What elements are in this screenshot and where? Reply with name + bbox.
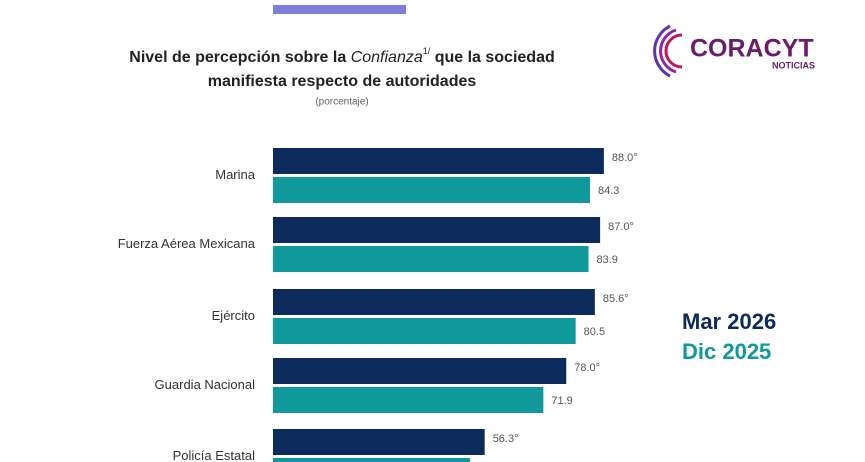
bar [273, 458, 471, 462]
bar [273, 217, 601, 243]
chart-title-line1: Nivel de percepción sobre la Confianza1/… [129, 46, 554, 66]
value-label: 83.9 [596, 254, 617, 266]
category-label: Ejército [212, 308, 255, 323]
logo-tagline: NOTICIAS [772, 60, 815, 70]
legend-label: Mar 2026 [682, 309, 776, 334]
title-footnote: 1/ [423, 46, 431, 56]
bar [273, 429, 485, 455]
value-label: 84.3 [598, 185, 619, 197]
chart-subtitle: (porcentaje) [315, 97, 368, 108]
title-text: que la sociedad [430, 49, 554, 66]
legend-label: Dic 2025 [682, 339, 771, 364]
category-label: Policía Estatal [173, 448, 255, 462]
value-label: 88.0° [612, 152, 638, 164]
chart-title-line2: manifiesta respecto de autoridades [208, 73, 477, 90]
bar [273, 387, 544, 413]
category-label: Marina [215, 167, 256, 182]
title-emphasis: Confianza [351, 49, 423, 66]
logo: CORACYT NOTICIAS [653, 24, 815, 78]
category-label: Fuerza Aérea Mexicana [118, 236, 256, 251]
value-label: 85.6° [603, 293, 629, 305]
logo-ring [659, 28, 677, 74]
title-text: Nivel de percepción sobre la [129, 49, 350, 66]
category-label: Guardia Nacional [155, 377, 256, 392]
logo-name: CORACYT [690, 35, 814, 63]
value-label: 80.5 [584, 326, 605, 338]
value-label: 87.0° [608, 221, 634, 233]
top-accent [273, 5, 406, 14]
bar [273, 177, 590, 203]
bar [273, 148, 604, 174]
bar [273, 289, 595, 315]
logo-ring [653, 24, 671, 78]
value-label: 71.9 [551, 395, 572, 407]
value-label: 56.3° [493, 433, 519, 445]
bar [273, 358, 567, 384]
bar [273, 318, 576, 344]
bar [273, 246, 589, 272]
logo-ring [664, 33, 683, 69]
value-label: 78.0° [574, 362, 600, 374]
